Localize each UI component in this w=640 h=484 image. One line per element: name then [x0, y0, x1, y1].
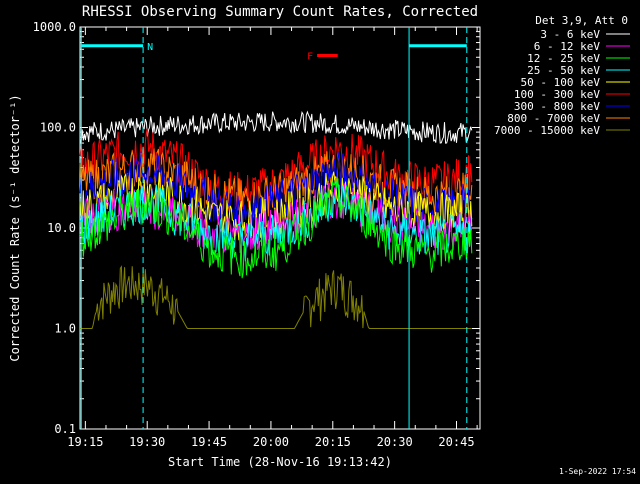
- x-axis: 19:15 19:30 19:45 20:00 20:15 20:30 20:45: [67, 27, 478, 449]
- legend-entry-label: 100 - 300 keV: [514, 88, 600, 101]
- series-group: [79, 110, 473, 329]
- x-tick-label: 19:30: [129, 435, 165, 449]
- legend-entry-label: 6 - 12 keV: [534, 40, 601, 53]
- series-line: [79, 178, 473, 279]
- footer-timestamp: 1-Sep-2022 17:54: [559, 467, 636, 476]
- x-tick-label: 19:45: [191, 435, 227, 449]
- legend-entry-label: 25 - 50 keV: [527, 64, 600, 77]
- y-axis: 0.1 1.0 10.0 100.0 1000.0: [33, 20, 480, 436]
- series-line: [80, 265, 472, 329]
- y-tick-label: 1.0: [54, 322, 76, 336]
- annotations: NF: [81, 42, 467, 63]
- annotation-label: N: [147, 42, 153, 53]
- x-axis-label: Start Time (28-Nov-16 19:13:42): [168, 455, 392, 469]
- y-tick-label: 10.0: [47, 221, 76, 235]
- annotation-label: F: [307, 52, 313, 63]
- x-tick-label: 20:15: [315, 435, 351, 449]
- legend-entry-label: 800 - 7000 keV: [507, 112, 600, 125]
- x-tick-label: 20:30: [377, 435, 413, 449]
- legend-entry-label: 12 - 25 keV: [527, 52, 600, 65]
- legend-entry-label: 300 - 800 keV: [514, 100, 600, 113]
- legend-title: Det 3,9, Att 0: [535, 14, 628, 27]
- x-tick-label: 19:15: [67, 435, 103, 449]
- legend-entry-label: 3 - 6 keV: [540, 28, 600, 41]
- x-tick-label: 20:45: [438, 435, 474, 449]
- chart-title: RHESSI Observing Summary Count Rates, Co…: [82, 4, 478, 20]
- series-line: [79, 180, 473, 262]
- y-tick-label: 0.1: [54, 422, 76, 436]
- vertical-markers: [80, 27, 468, 429]
- legend-entry-label: 7000 - 15000 keV: [494, 124, 600, 137]
- x-tick-label: 20:00: [253, 435, 289, 449]
- series-line: [79, 110, 473, 144]
- legend-entry-label: 50 - 100 keV: [521, 76, 601, 89]
- y-axis-label: Corrected Count Rate (s⁻¹ detector⁻¹): [8, 94, 22, 361]
- series-line: [79, 151, 473, 230]
- y-tick-label: 100.0: [40, 121, 76, 135]
- y-tick-label: 1000.0: [33, 20, 76, 34]
